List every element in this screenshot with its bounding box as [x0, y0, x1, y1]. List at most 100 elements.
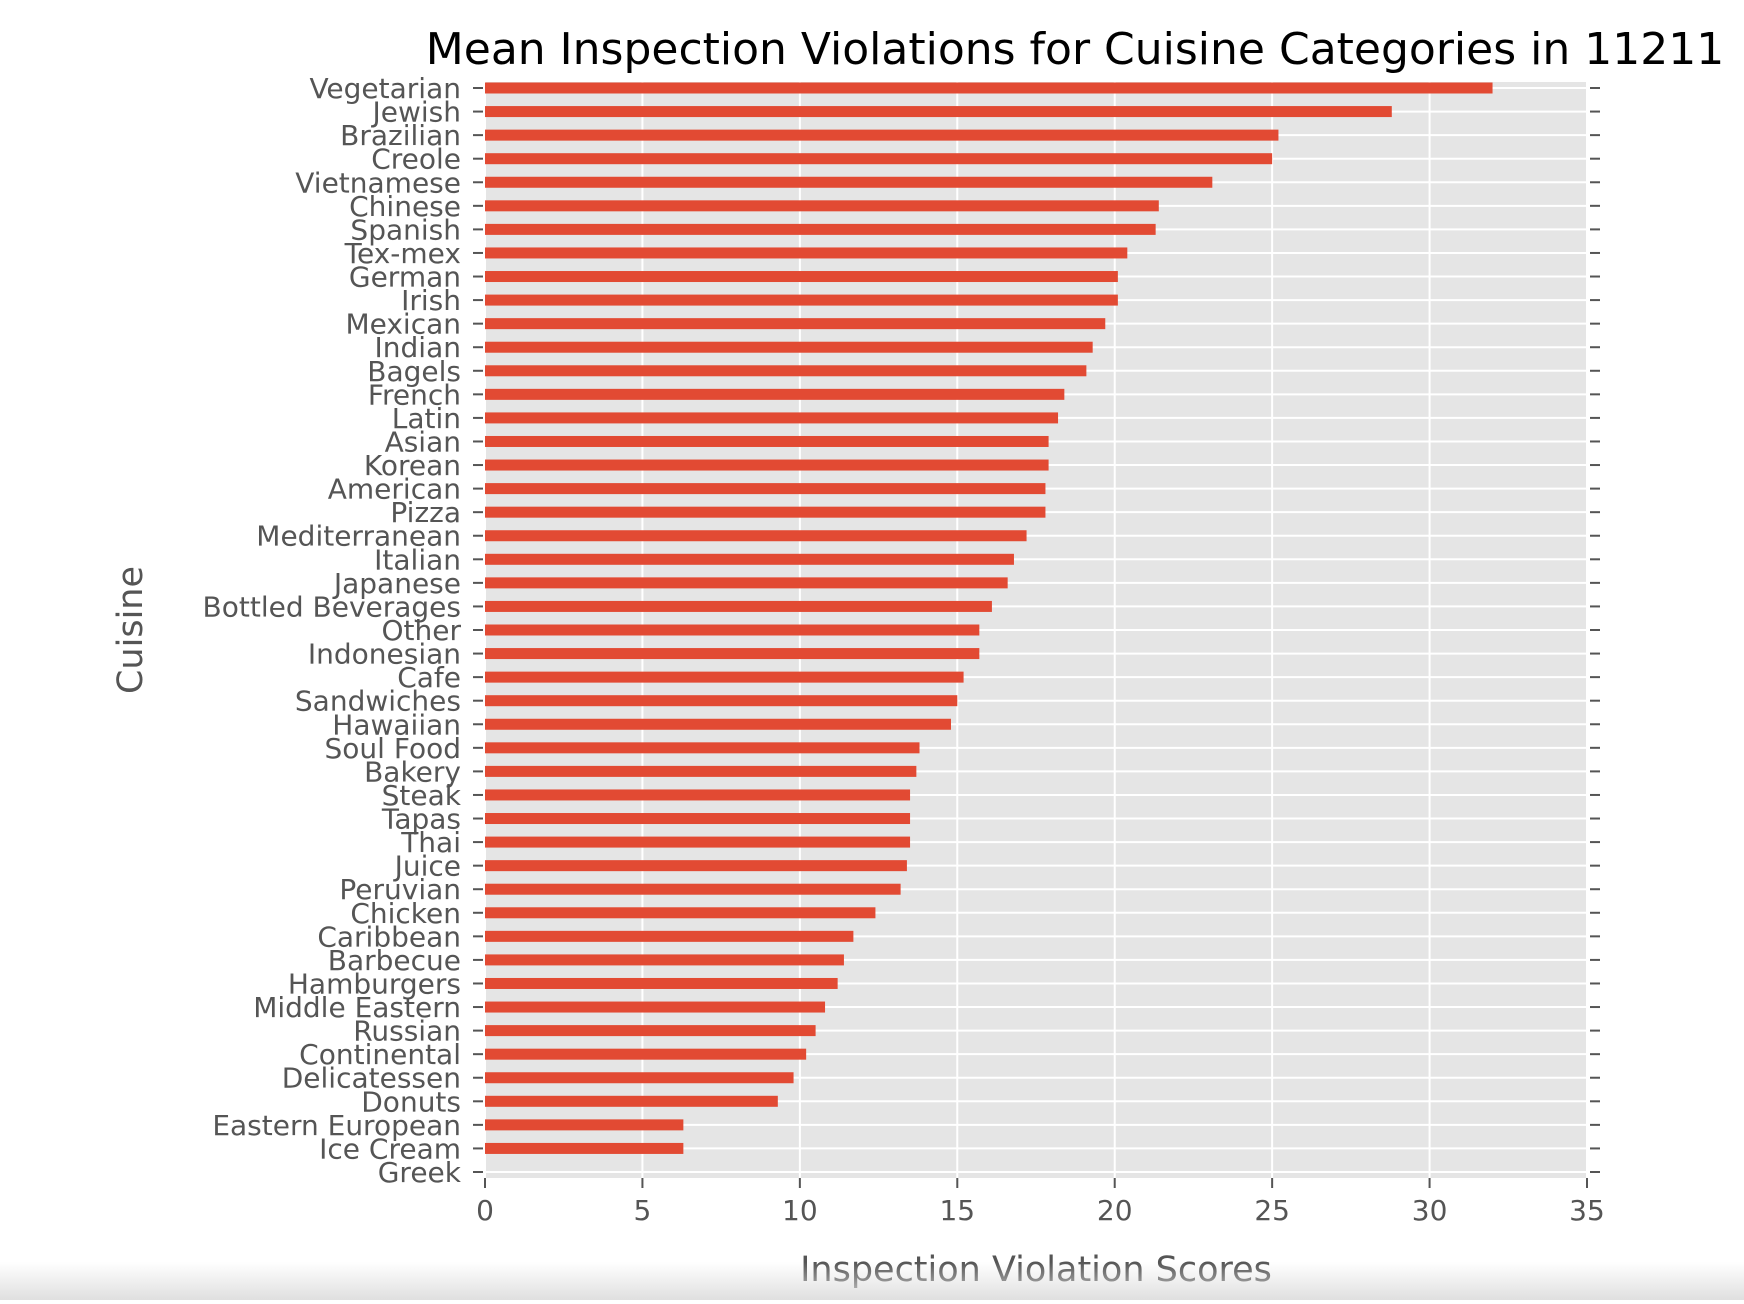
bar: [485, 1001, 826, 1013]
bar: [485, 459, 1049, 471]
bar: [485, 930, 854, 942]
bar: [485, 176, 1213, 188]
bar: [485, 1072, 794, 1084]
bar: [485, 907, 876, 919]
y-tick-label: Korean: [364, 449, 461, 482]
bar: [485, 341, 1093, 353]
bar: [485, 1142, 684, 1154]
bar: [485, 530, 1027, 542]
y-tick-label: Vegetarian: [309, 72, 461, 105]
bar: [485, 271, 1118, 283]
bar: [485, 860, 907, 872]
x-tick-label: 15: [939, 1194, 975, 1227]
bar: [485, 954, 844, 966]
y-tick-label: Vietnamese: [295, 166, 461, 199]
y-tick-label: Japanese: [332, 567, 461, 600]
bar: [485, 483, 1046, 495]
y-tick-label: Indonesian: [308, 638, 461, 671]
y-tick-label: Spanish: [350, 213, 461, 246]
bar: [485, 553, 1014, 565]
chart-title: Mean Inspection Violations for Cuisine C…: [426, 24, 1724, 75]
y-tick-label: Chinese: [349, 190, 461, 223]
y-tick-label: Jewish: [371, 96, 462, 129]
bar: [485, 883, 901, 895]
y-tick-label: Juice: [393, 850, 461, 883]
y-tick-label: Bagels: [367, 355, 461, 388]
y-tick-label: Middle Eastern: [253, 991, 461, 1024]
y-tick-label: Barbecue: [328, 944, 461, 977]
y-tick-label: Creole: [371, 143, 461, 176]
y-tick-label: Cafe: [397, 661, 461, 694]
y-tick-label: Pizza: [390, 496, 461, 529]
bar: [485, 82, 1493, 94]
y-tick-label: Tapas: [381, 803, 461, 836]
y-tick-label: Ice Cream: [319, 1132, 461, 1165]
y-tick-label: Eastern European: [212, 1109, 461, 1142]
y-tick-label: Chicken: [350, 897, 461, 930]
y-tick-label: Caribbean: [317, 920, 461, 953]
y-tick-label: Delicatessen: [282, 1062, 461, 1095]
bar: [485, 648, 980, 660]
y-tick-label: Sandwiches: [295, 685, 461, 718]
bar: [485, 1048, 807, 1060]
bars: [485, 82, 1493, 1154]
bar: [485, 813, 911, 825]
bar: [485, 600, 992, 612]
y-tick-label: Latin: [392, 402, 461, 435]
y-tick-label: Continental: [299, 1038, 461, 1071]
y-tick-label: Steak: [382, 779, 462, 812]
bar: [485, 695, 958, 707]
bar: [485, 742, 920, 754]
y-tick-label: Hamburgers: [288, 967, 461, 1000]
bar: [485, 977, 838, 989]
bar: [485, 223, 1156, 235]
x-tick-label: 0: [476, 1194, 494, 1227]
bar: [485, 435, 1049, 447]
bar: [485, 671, 964, 683]
x-tick-label: 25: [1254, 1194, 1290, 1227]
y-tick-label: Tex-mex: [344, 237, 461, 270]
y-tick-label: French: [368, 378, 461, 411]
y-tick-label: Italian: [374, 543, 461, 576]
y-tick-label: American: [328, 473, 461, 506]
y-tick-label: Mexican: [345, 308, 461, 341]
y-tick-label: Bakery: [364, 755, 461, 788]
bar: [485, 506, 1046, 518]
x-tick-label: 10: [782, 1194, 818, 1227]
bar: [485, 789, 911, 801]
y-tick-label: Thai: [400, 826, 461, 859]
bar: [485, 294, 1118, 306]
y-tick-label: Greek: [378, 1156, 462, 1189]
bar: [485, 129, 1279, 141]
y-tick-label: Donuts: [361, 1085, 461, 1118]
bar: [485, 577, 1008, 589]
y-tick-label: Irish: [401, 284, 461, 317]
bar: [485, 765, 917, 777]
bar: [485, 624, 980, 636]
y-tick-label: Indian: [375, 331, 461, 364]
y-tick-label: Mediterranean: [256, 520, 461, 553]
x-tick-label: 35: [1569, 1194, 1605, 1227]
y-tick-label: Bottled Beverages: [203, 590, 461, 623]
y-tick-label: Russian: [353, 1015, 461, 1048]
ticks: [473, 87, 1600, 1188]
tick-labels: 0 5 10 15 20 25 30 35VegetarianJewishBrazilianC…: [203, 72, 1605, 1227]
bar: [485, 318, 1106, 330]
y-tick-label: Other: [381, 614, 461, 647]
bottom-fade: [0, 1262, 1744, 1300]
bar: [485, 718, 951, 730]
x-tick-label: 5: [634, 1194, 652, 1227]
y-tick-label: German: [349, 261, 461, 294]
bar: [485, 365, 1087, 377]
bar: [485, 1095, 778, 1107]
y-axis-label: Cuisine: [111, 566, 151, 694]
bar: [485, 247, 1128, 259]
bar: [485, 388, 1065, 400]
bar: [485, 1119, 684, 1131]
y-tick-label: Hawaiian: [332, 708, 461, 741]
x-tick-label: 30: [1412, 1194, 1448, 1227]
y-tick-label: Brazilian: [340, 119, 461, 152]
bar: [485, 153, 1273, 165]
